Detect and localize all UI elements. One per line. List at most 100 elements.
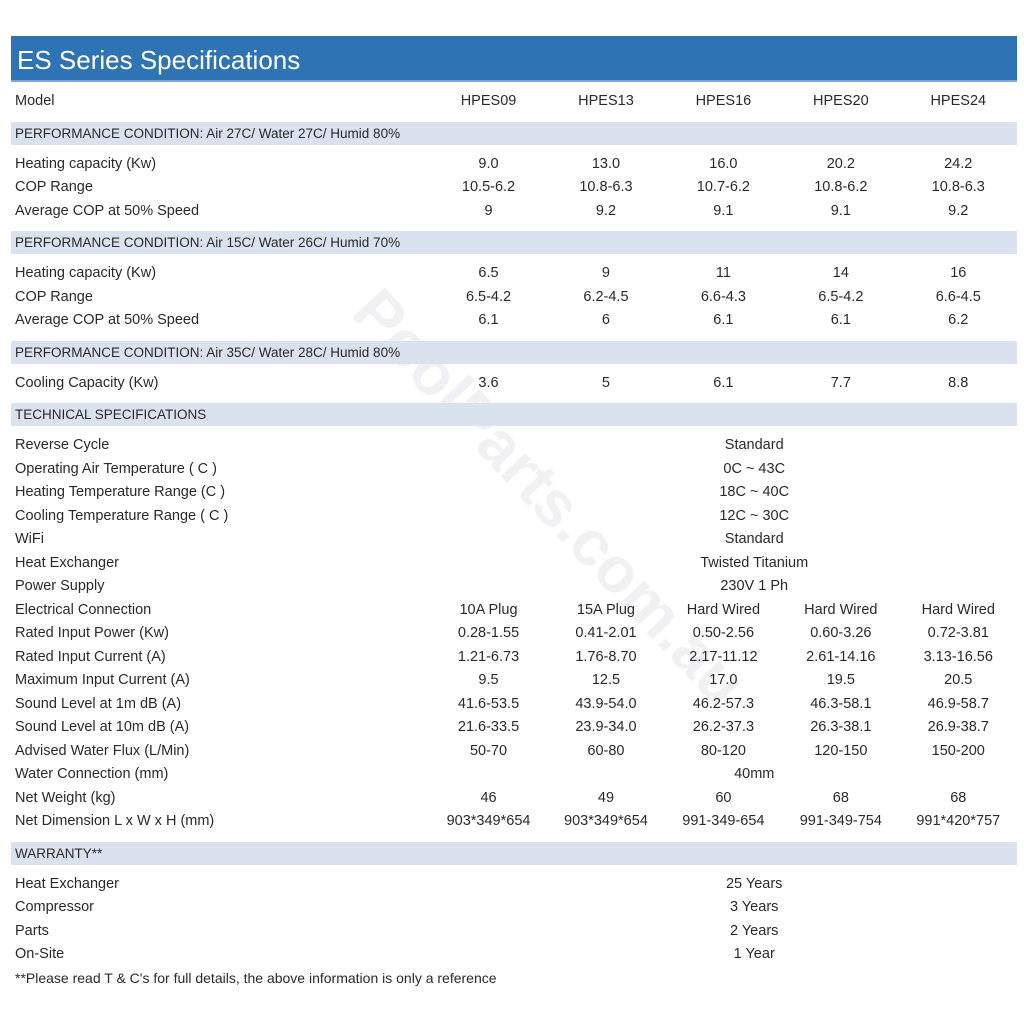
spec-value: 26.3-38.1 [810,719,872,735]
spec-value: 21.6-33.5 [457,719,520,735]
spec-value-all-models: 1 Year [733,946,775,962]
spec-value-all-models: 230V 1 Ph [720,578,789,594]
spec-row: Net Dimension L x W x H (mm) 903*349*654 9… [11,810,1017,834]
spacer [386,896,491,920]
spec-value: 10.8-6.2 [814,179,868,195]
spec-label: Heat Exchanger [15,554,119,571]
spec-value: 120-150 [814,742,868,759]
spec-value: 50-70 [469,742,508,759]
spec-label: Net Weight (kg) [15,789,116,806]
spec-row: Heating capacity (Kw) 9.0 13.0 16.0 20.2 24.2 [11,153,1017,177]
spec-value: 6.2 [948,312,969,328]
spec-label: Heating capacity (Kw) [15,265,157,281]
spacer [386,552,491,576]
spec-label: Cooling Temperature Range ( C ) [15,507,229,524]
spec-row: Heat Exchanger 25 Years [11,873,1017,897]
spec-value: 3.13-16.56 [923,648,993,665]
spec-value: 3.6 [478,374,499,391]
spec-value: 6.5 [478,265,499,281]
spec-row: Operating Air Temperature ( C ) 0C ~ 43C [11,458,1017,482]
spec-value-all-models: 25 Years [725,875,783,892]
spec-row: Rated Input Current (A) 1.21-6.73 1.76-8.7… [11,646,1017,670]
spec-value: 10.8-6.3 [579,179,633,195]
spacer [386,528,491,552]
spec-row: Cooling Temperature Range ( C ) 12C ~ 30C [11,505,1017,529]
spec-value-all-models: Standard [724,437,784,453]
spec-row: Electrical Connection 10A Plug 15A Plug Har… [11,599,1017,623]
spec-row: Average COP at 50% Speed 6.1 6 6.1 6.1 6.2 [11,309,1017,333]
spec-value-all-models: 2 Years [730,922,779,939]
spec-value: 13.0 [591,155,621,172]
spec-value: 903*349*654 [564,813,648,829]
spec-value-all-models: Twisted Titanium [700,554,809,571]
spacer [386,458,491,482]
spec-label: Sound Level at 1m dB (A) [15,695,182,712]
spec-value: 10.8-6.3 [931,179,985,195]
spec-value: 60 [715,789,732,806]
spec-label: COP Range [15,179,93,195]
spec-label: Advised Water Flux (L/Min) [15,742,190,759]
spacer [386,481,491,505]
spec-label: Power Supply [15,578,105,594]
spec-value: 60-80 [587,742,625,759]
spec-label: Net Dimension L x W x H (mm) [15,813,215,829]
spec-value: Hard Wired [804,601,878,618]
spec-value: 0.50-2.56 [692,625,755,641]
model-name: HPES13 [578,93,634,109]
model-name: HPES20 [813,93,869,109]
spec-label: Heat Exchanger [15,875,119,892]
spec-row: Average COP at 50% Speed 9 9.2 9.1 9.1 9.2 [11,200,1017,224]
spacer [386,943,491,967]
spec-value-all-models: 12C ~ 30C [719,507,790,524]
spec-value: 2.17-11.12 [689,648,758,665]
spec-row: Maximum Input Current (A) 9.5 12.5 17.0 19.5… [11,669,1017,693]
section-heading: PERFORMANCE CONDITION: Air 15C/ Water 26… [11,231,1017,254]
spec-value: 10A Plug [459,601,518,618]
spec-value: 6.1 [830,312,851,328]
spec-row: Rated Input Power (Kw) 0.28-1.55 0.41-2.01… [11,622,1017,646]
spec-value: 9.2 [595,202,617,219]
spec-value: 6.6-4.5 [935,288,981,305]
spec-value: 9.1 [713,202,734,219]
spec-value: 991-349-654 [682,813,765,829]
spec-value: 20.2 [826,155,855,172]
spec-value: 1.21-6.73 [457,648,520,665]
spec-value: 6.6-4.3 [700,288,746,305]
spec-value: 6.5-4.2 [465,288,512,305]
spec-value: 2.61-14.16 [806,648,876,665]
spacer [386,575,491,599]
spec-value: 46.3-58.1 [810,695,872,712]
spec-label: Rated Input Current (A) [15,648,166,665]
spec-value: 9.1 [830,202,851,219]
spec-label: Water Connection (mm) [15,766,169,782]
spec-row: Reverse Cycle Standard [11,434,1017,458]
spec-value: 17.0 [709,672,738,688]
spec-row: COP Range 10.5-6.2 10.8-6.3 10.7-6.2 10.8-6.… [11,176,1017,200]
spec-label: Maximum Input Current (A) [15,672,190,688]
spacer [386,434,491,458]
spec-value: 12.5 [591,672,621,688]
spec-sections: PERFORMANCE CONDITION: Air 27C/ Water 27… [11,121,1017,967]
spec-value: 991-349-754 [799,813,882,829]
spec-row: On-Site 1 Year [11,943,1017,967]
spec-value: 16 [950,265,967,281]
model-name: HPES09 [460,93,517,109]
spec-label: Parts [15,922,49,939]
spec-value: 9 [484,202,493,219]
spec-row: Parts 2 Years [11,920,1017,944]
spec-value: 49 [597,789,615,806]
spec-row: Water Connection (mm) 40mm [11,763,1017,787]
spec-row: Sound Level at 10m dB (A) 21.6-33.5 23.9-3… [11,716,1017,740]
spec-value: 150-200 [931,742,985,759]
spec-value: 10.5-6.2 [461,179,516,195]
spec-value: 15A Plug [576,601,635,618]
section-heading: PERFORMANCE CONDITION: Air 27C/ Water 27… [11,121,1017,145]
spec-value: 46 [480,789,497,806]
model-label: Model [15,93,55,109]
spec-value: 68 [950,789,967,806]
footnote: **Please read T & C's for full details, … [15,969,497,986]
spec-label: Sound Level at 10m dB (A) [15,719,190,735]
spec-value: 903*349*654 [446,813,531,829]
spec-value: 46.2-57.3 [692,695,755,712]
spec-row: Cooling Capacity (Kw) 3.6 5 6.1 7.7 8.8 [11,372,1017,396]
